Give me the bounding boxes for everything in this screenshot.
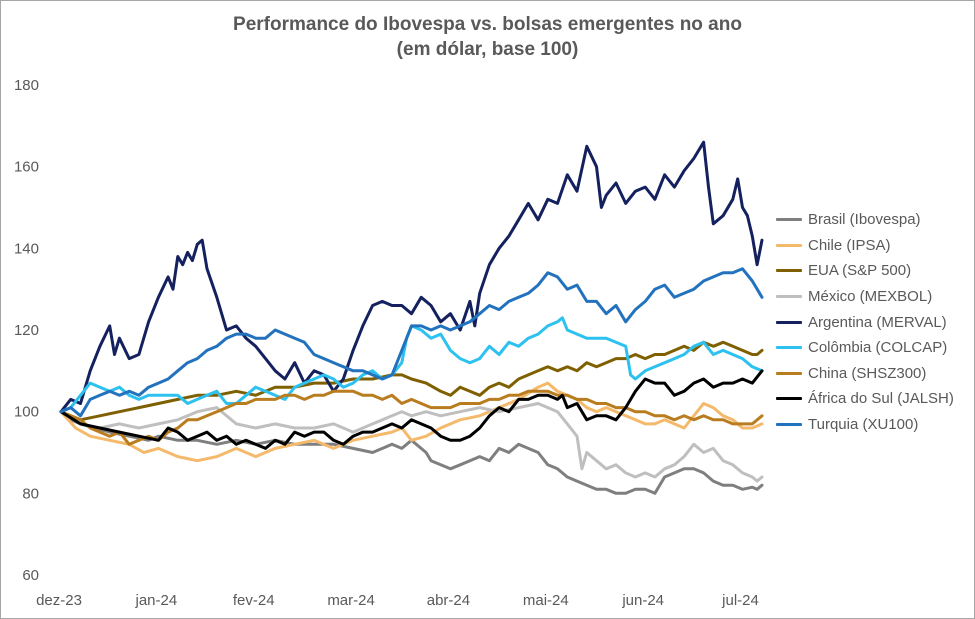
legend-swatch — [776, 320, 802, 324]
legend-item: México (MEXBOL) — [776, 284, 954, 310]
x-tick-label: jun-24 — [621, 592, 664, 609]
y-tick-label: 160 — [14, 159, 39, 176]
legend-item: Turquia (XU100) — [776, 412, 954, 438]
legend-label: Brasil (Ibovespa) — [808, 211, 921, 229]
y-tick-label: 180 — [14, 77, 39, 94]
y-tick-label: 120 — [14, 322, 39, 339]
legend-swatch — [776, 218, 802, 222]
legend-swatch — [776, 397, 802, 401]
series-line — [59, 389, 764, 446]
chart-title-line-2: (em dólar, base 100) — [396, 39, 579, 60]
legend-swatch — [776, 269, 802, 273]
x-tick-label: jul-24 — [721, 592, 759, 609]
legend-label: África do Sul (JALSH) — [808, 390, 954, 408]
series-line — [59, 410, 764, 495]
x-tick-label: mai-24 — [523, 592, 569, 609]
legend-item: Chile (IPSA) — [776, 233, 954, 259]
legend-swatch — [776, 346, 802, 350]
series-line — [59, 140, 764, 414]
legend-item: EUA (S&P 500) — [776, 258, 954, 284]
legend-label: Turquia (XU100) — [808, 416, 919, 434]
legend-swatch — [776, 371, 802, 375]
legend-label: Chile (IPSA) — [808, 236, 891, 254]
legend-label: EUA (S&P 500) — [808, 262, 912, 280]
legend-swatch — [776, 243, 802, 247]
legend-item: Colômbia (COLCAP) — [776, 335, 954, 361]
series-line — [59, 267, 764, 418]
chart-title-line-1: Performance do Ibovespa vs. bolsas emerg… — [233, 14, 742, 35]
legend-item: África do Sul (JALSH) — [776, 386, 954, 412]
y-tick-label: 80 — [22, 485, 39, 502]
legend-item: China (SHSZ300) — [776, 361, 954, 387]
legend-item: Argentina (MERVAL) — [776, 309, 954, 335]
legend-label: México (MEXBOL) — [808, 288, 933, 306]
y-tick-label: 60 — [22, 567, 39, 584]
x-tick-label: mar-24 — [327, 592, 375, 609]
legend-label: Argentina (MERVAL) — [808, 313, 947, 331]
y-tick-label: 100 — [14, 404, 39, 421]
y-tick-label: 140 — [14, 240, 39, 257]
legend-label: China (SHSZ300) — [808, 364, 927, 382]
chart-title: Performance do Ibovespa vs. bolsas emerg… — [0, 12, 975, 62]
series-line — [59, 369, 764, 450]
legend-item: Brasil (Ibovespa) — [776, 207, 954, 233]
legend: Brasil (Ibovespa) Chile (IPSA) EUA (S&P 50… — [776, 207, 954, 437]
y-axis: 60 80 100 120 140 160 180 — [14, 77, 39, 584]
x-tick-label: jan-24 — [135, 592, 178, 609]
series-lines — [59, 140, 764, 495]
x-axis: dez-23 jan-24 fev-24 mar-24 abr-24 mai-24 jun-… — [36, 592, 759, 609]
x-tick-label: abr-24 — [427, 592, 470, 609]
series-line — [59, 316, 764, 414]
legend-label: Colômbia (COLCAP) — [808, 339, 948, 357]
x-tick-label: dez-23 — [36, 592, 82, 609]
legend-swatch — [776, 423, 802, 427]
series-line — [59, 340, 764, 422]
series-line — [59, 402, 764, 483]
legend-swatch — [776, 295, 802, 299]
x-tick-label: fev-24 — [233, 592, 275, 609]
